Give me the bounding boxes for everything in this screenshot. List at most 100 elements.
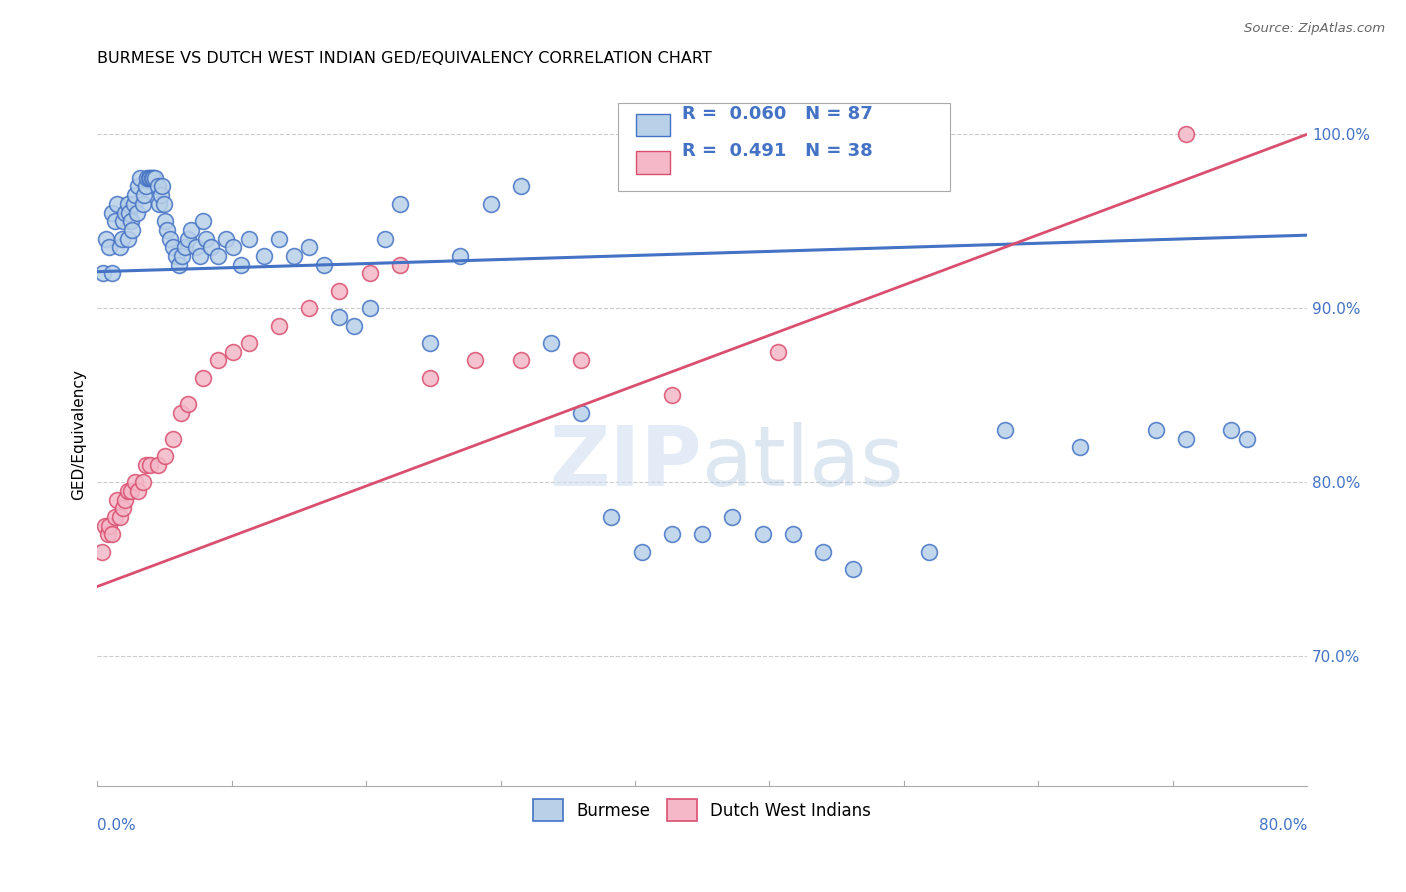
Point [169,406,191,420]
Point [135,179,157,194]
Point [98,518,121,533]
Point [540,336,562,351]
Text: Source: ZipAtlas.com: Source: ZipAtlas.com [1244,22,1385,36]
Point [125,205,148,219]
Point [155,449,177,463]
Y-axis label: GED/Equivalency: GED/Equivalency [72,369,86,500]
Point [253,249,276,263]
Point [162,240,184,254]
Point [388,197,411,211]
Point [630,545,652,559]
Point [766,344,789,359]
Point [188,249,211,263]
Point [359,267,381,281]
Text: R =  0.491   N = 38: R = 0.491 N = 38 [682,142,872,161]
Point [328,284,350,298]
Point [283,249,305,263]
Point [97,527,120,541]
Text: R =  0.060   N = 87: R = 0.060 N = 87 [682,105,872,123]
Point [104,510,127,524]
Text: ZIP: ZIP [550,422,702,503]
Point [94,518,117,533]
Point [142,170,165,185]
Bar [636,114,669,136]
Point [298,240,321,254]
Point [120,483,142,498]
Point [127,179,149,194]
Point [159,232,181,246]
Point [110,232,132,246]
Point [1175,432,1198,446]
Point [93,267,115,281]
Point [112,501,135,516]
Point [207,249,229,263]
Point [782,527,804,541]
Point [918,545,941,559]
Point [149,188,172,202]
Point [721,510,744,524]
Point [222,240,245,254]
Point [117,232,139,246]
Point [108,510,131,524]
Point [170,249,193,263]
Point [146,458,169,472]
Point [105,492,128,507]
Point [120,214,142,228]
Point [165,249,187,263]
Bar [636,151,669,174]
Point [1236,432,1258,446]
Point [177,397,200,411]
Point [135,458,157,472]
Point [374,232,396,246]
Point [139,170,162,185]
Text: atlas: atlas [702,422,904,503]
Point [207,353,229,368]
Point [200,240,222,254]
Point [114,492,136,507]
Point [509,179,531,194]
Point [124,188,146,202]
Point [569,353,592,368]
Point [143,170,166,185]
Point [153,197,176,211]
Point [101,267,124,281]
Point [1220,423,1243,437]
Point [842,562,865,576]
Point [193,371,215,385]
Point [479,197,502,211]
FancyBboxPatch shape [617,103,950,191]
Point [122,197,145,211]
Point [600,510,623,524]
Point [136,170,159,185]
Point [146,179,169,194]
Point [222,344,245,359]
Point [167,258,190,272]
Point [449,249,471,263]
Point [141,170,163,185]
Point [359,301,381,316]
Point [90,545,112,559]
Point [156,223,179,237]
Point [1144,423,1167,437]
Point [195,232,218,246]
Point [96,232,118,246]
Point [464,353,486,368]
Point [104,214,127,228]
Point [98,240,121,254]
Point [105,197,128,211]
Point [117,197,139,211]
Point [215,232,238,246]
Point [138,170,160,185]
Point [238,336,260,351]
Point [419,336,441,351]
Point [267,318,290,333]
Point [139,458,162,472]
Text: 0.0%: 0.0% [97,818,136,833]
Point [994,423,1017,437]
Point [155,214,177,228]
Point [184,240,207,254]
Point [118,205,141,219]
Point [811,545,834,559]
Point [101,205,124,219]
Point [132,197,155,211]
